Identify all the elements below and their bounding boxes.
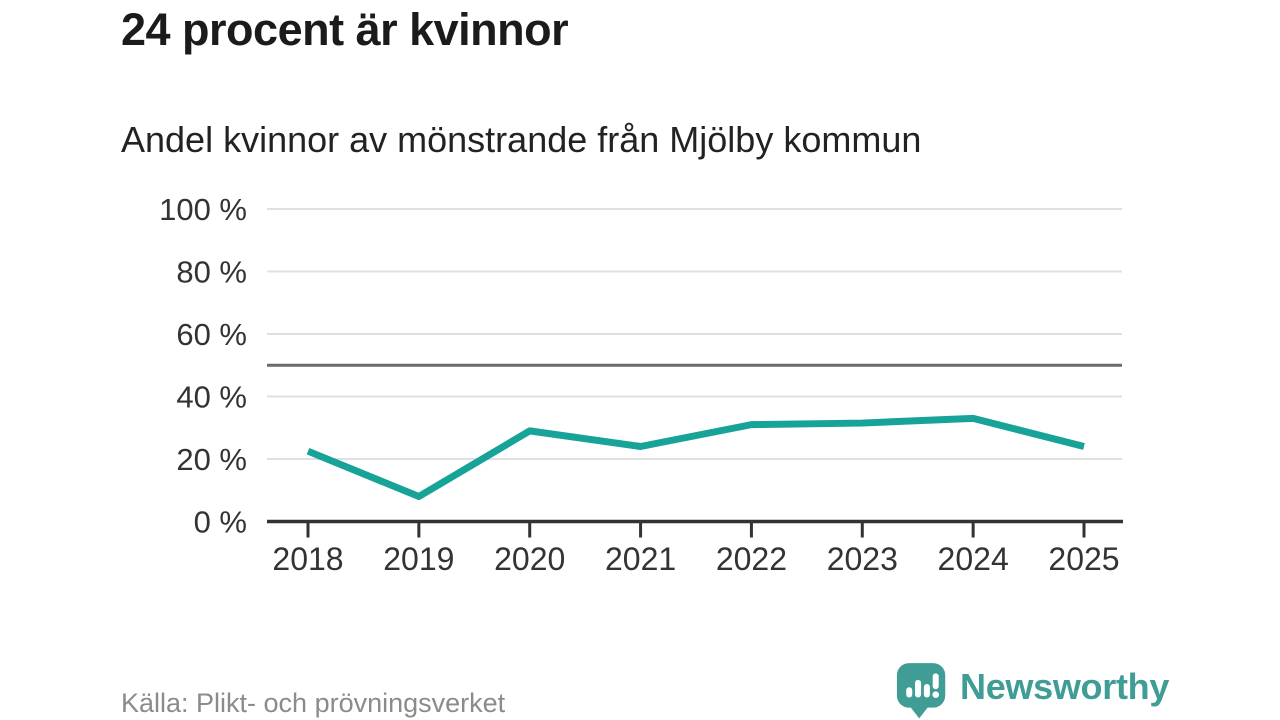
y-axis-label: 80 % (176, 255, 247, 290)
bar-chart-speech-bubble-icon (896, 663, 946, 719)
y-axis-label: 0 % (194, 505, 247, 540)
chart-subtitle: Andel kvinnor av mönstrande från Mjölby … (121, 119, 922, 160)
y-axis-label: 40 % (176, 380, 247, 415)
source-note: Källa: Plikt- och prövningsverket (121, 688, 506, 718)
x-axis-label: 2025 (1048, 541, 1119, 577)
x-axis-label: 2023 (827, 541, 898, 577)
y-axis-label: 100 % (159, 192, 247, 227)
brand-logo: Newsworthy (896, 662, 1169, 719)
x-axis-label: 2018 (272, 541, 343, 577)
x-axis-label: 2019 (383, 541, 454, 577)
x-axis-label: 2020 (494, 541, 565, 577)
x-axis-label: 2021 (605, 541, 676, 577)
data-line-series (306, 414, 1085, 500)
y-axis-label: 20 % (176, 442, 247, 477)
x-axis-label: 2022 (716, 541, 787, 577)
chart-title: 24 procent är kvinnor (121, 4, 569, 55)
y-axis-label: 60 % (176, 317, 247, 352)
brand-wordmark: Newsworthy (960, 665, 1170, 707)
x-axis-label: 2024 (938, 541, 1009, 577)
